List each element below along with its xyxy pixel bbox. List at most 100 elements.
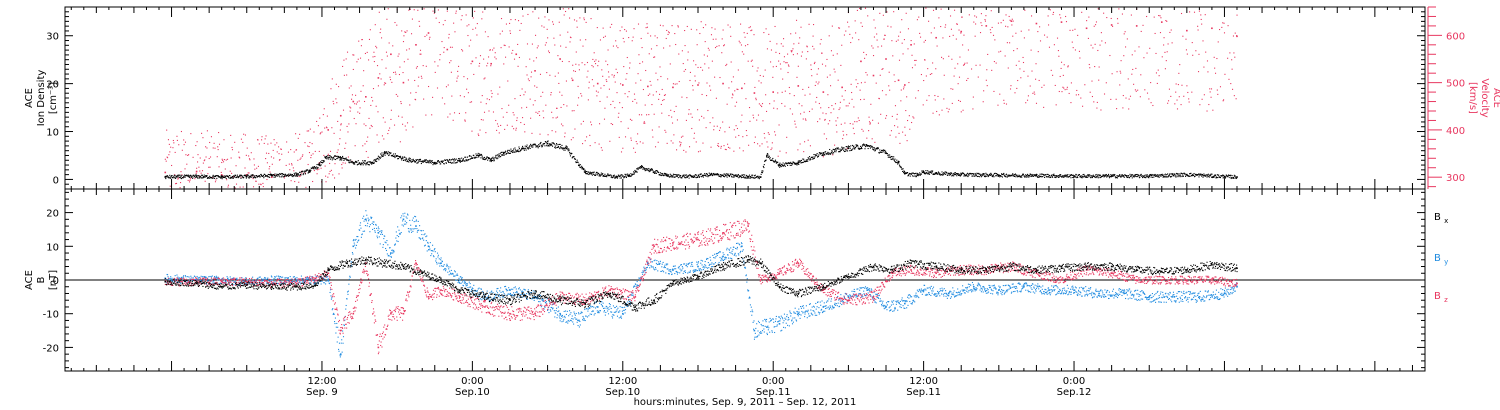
ion-density-dot (395, 155, 397, 157)
velocity-dot (334, 163, 336, 165)
velocity-dot (734, 90, 736, 92)
velocity-dot (782, 78, 784, 80)
ion-density-dot (983, 173, 985, 175)
velocity-dot (962, 44, 964, 46)
ion-density-dot (286, 174, 289, 176)
ion-density-dot (948, 173, 950, 175)
velocity-dot (403, 61, 405, 63)
velocity-dot (1068, 92, 1070, 95)
ion-density-dot (730, 173, 732, 175)
velocity-dot (381, 59, 383, 61)
top-right-ylabel-line-2: Velocity (1479, 78, 1490, 117)
velocity-dot (959, 56, 961, 58)
ion-density-dot (856, 144, 858, 146)
velocity-dot (765, 94, 767, 96)
ion-density-dot (343, 159, 345, 161)
velocity-dot (1074, 49, 1076, 51)
velocity-dot (257, 165, 259, 167)
ion-density-dot (188, 175, 190, 177)
ion-density-dot (1134, 174, 1136, 176)
ion-density-dot (582, 169, 584, 171)
velocity-dot (393, 124, 396, 126)
velocity-dot (949, 35, 951, 37)
by-dot (309, 279, 311, 281)
by-point (390, 252, 392, 254)
velocity-dot (617, 116, 619, 118)
ion-density-dot (164, 175, 166, 177)
ion-density-dot (996, 173, 999, 175)
velocity-dot (173, 142, 175, 144)
velocity-dot (405, 31, 407, 33)
velocity-dot (991, 69, 993, 71)
velocity-dot (860, 22, 862, 24)
velocity-dot (641, 61, 644, 63)
velocity-dot (560, 45, 562, 47)
velocity-dot (1076, 89, 1078, 92)
ion-density-dot (352, 162, 354, 164)
velocity-dot (998, 51, 1000, 53)
velocity-dot (621, 26, 623, 28)
ion-density-dot (966, 173, 968, 175)
velocity-dot (335, 98, 337, 100)
velocity-dot (890, 26, 892, 28)
velocity-dot (732, 76, 734, 78)
velocity-dot (341, 163, 343, 166)
velocity-dot (573, 19, 576, 21)
velocity-dot (685, 119, 687, 121)
by-dot (307, 277, 309, 279)
by-dot (205, 276, 207, 278)
velocity-dot (495, 58, 497, 60)
velocity-dot (784, 105, 786, 107)
top-right-tick-label: 400 (1446, 126, 1465, 137)
ion-density-dot (943, 172, 945, 174)
ion-density-dot (634, 170, 636, 173)
ion-density-dot (586, 173, 589, 175)
velocity-dot (663, 98, 665, 101)
ion-density-dot (479, 154, 482, 156)
ion-density-dot (291, 174, 294, 176)
ion-density-dot (745, 176, 747, 178)
ion-density-dot (971, 173, 974, 175)
velocity-dot (836, 53, 838, 55)
velocity-dot (1160, 17, 1162, 19)
velocity-dot (785, 152, 787, 154)
velocity-dot (437, 65, 439, 67)
ion-density-dot (585, 173, 587, 175)
ion-density-dot (967, 175, 969, 178)
ion-density-dot (446, 159, 448, 161)
velocity-dot (1146, 52, 1148, 54)
ion-density-dot (1028, 174, 1030, 176)
velocity-dot (342, 65, 344, 68)
ion-density-dot (1005, 176, 1007, 178)
velocity-dot (687, 51, 689, 53)
ion-density-dot (466, 156, 469, 158)
ion-density-dot (388, 154, 390, 156)
ion-density-dot (341, 157, 343, 159)
ion-density-dot (887, 156, 889, 158)
velocity-dot (309, 141, 311, 144)
ion-density-dot (546, 145, 548, 147)
velocity-dot (894, 105, 897, 107)
ion-density-dot (229, 174, 231, 177)
velocity-dot (995, 62, 997, 64)
ion-density-dot (821, 154, 824, 156)
velocity-dot (795, 19, 798, 21)
velocity-dot (526, 43, 529, 45)
velocity-dot (915, 97, 917, 99)
ion-density-dot (620, 175, 622, 177)
ion-density-dot (1033, 174, 1035, 176)
ion-density-dot (170, 177, 172, 179)
ion-density-dot (355, 160, 357, 163)
velocity-dot (533, 60, 535, 62)
ion-density-dot (996, 172, 998, 175)
velocity-dot (1110, 17, 1112, 20)
velocity-dot (197, 161, 199, 163)
by-dot (289, 276, 291, 278)
velocity-dot (399, 141, 401, 143)
ion-density-dot (514, 149, 516, 151)
ion-density-dot (326, 155, 328, 157)
ion-density-dot (1031, 175, 1033, 177)
velocity-dot (470, 101, 473, 103)
ion-density-dot (744, 174, 746, 176)
ion-density-dot (1178, 175, 1180, 177)
